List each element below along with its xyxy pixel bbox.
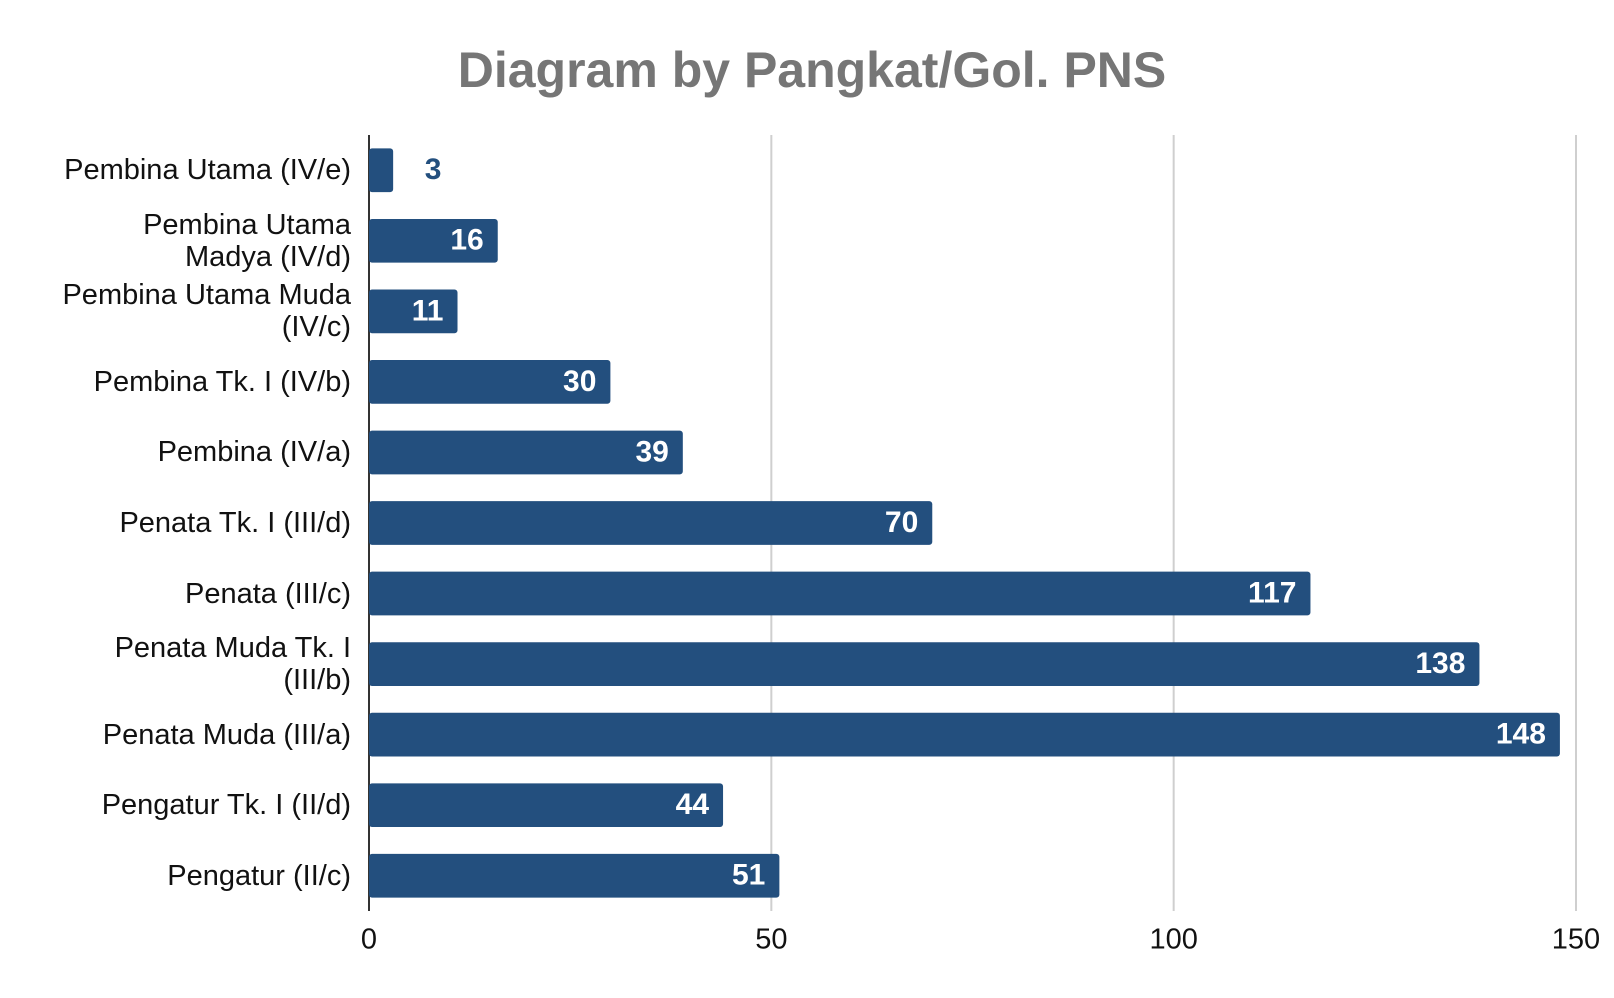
bar: [369, 430, 683, 475]
value-label: 3: [425, 153, 442, 186]
x-tick-label: 100: [1149, 924, 1197, 956]
x-tick-label: 150: [1552, 924, 1600, 956]
value-label: 148: [1496, 718, 1546, 751]
y-tick-label: Pembina Utama Muda (IV/c): [62, 279, 351, 344]
value-label: 44: [676, 788, 710, 821]
y-tick-label: Pembina Utama (IV/e): [64, 154, 351, 187]
value-label: 11: [412, 294, 444, 327]
y-tick-label: Pengatur Tk. I (II/d): [101, 789, 351, 822]
bar: [369, 501, 933, 545]
value-label: 117: [1248, 576, 1296, 609]
y-tick-label: Penata (III/c): [184, 577, 351, 610]
value-label: 16: [450, 224, 483, 257]
y-tick-label: Penata Muda Tk. I (III/b): [114, 632, 351, 697]
y-tick-label: Penata Muda (III/a): [102, 718, 351, 751]
bar: [369, 571, 1311, 616]
value-label: 51: [732, 859, 765, 892]
value-label: 138: [1415, 647, 1465, 680]
bar: [369, 783, 724, 828]
value-label: 30: [563, 365, 596, 398]
y-tick-label: Pembina (IV/a): [157, 436, 351, 469]
chart-title: Diagram by Pangkat/Gol. PNS: [458, 42, 1167, 98]
bar: [369, 360, 611, 404]
bar: [369, 642, 1480, 686]
y-tick-label: Penata Tk. I (III/d): [119, 507, 351, 539]
value-label: 70: [885, 506, 918, 539]
value-label: 39: [635, 435, 668, 468]
y-tick-label: Pengatur (II/c): [167, 859, 351, 892]
y-tick-label: Pembina Tk. I (IV/b): [93, 365, 351, 398]
bar: [369, 853, 780, 898]
x-tick-label: 0: [361, 924, 377, 956]
bar: [369, 148, 394, 193]
bar: [369, 712, 1560, 757]
bar: [369, 218, 498, 263]
y-tick-label: Pembina Utama Madya (IV/d): [143, 208, 351, 273]
bar: [369, 289, 458, 334]
x-tick-label: 50: [755, 924, 787, 956]
